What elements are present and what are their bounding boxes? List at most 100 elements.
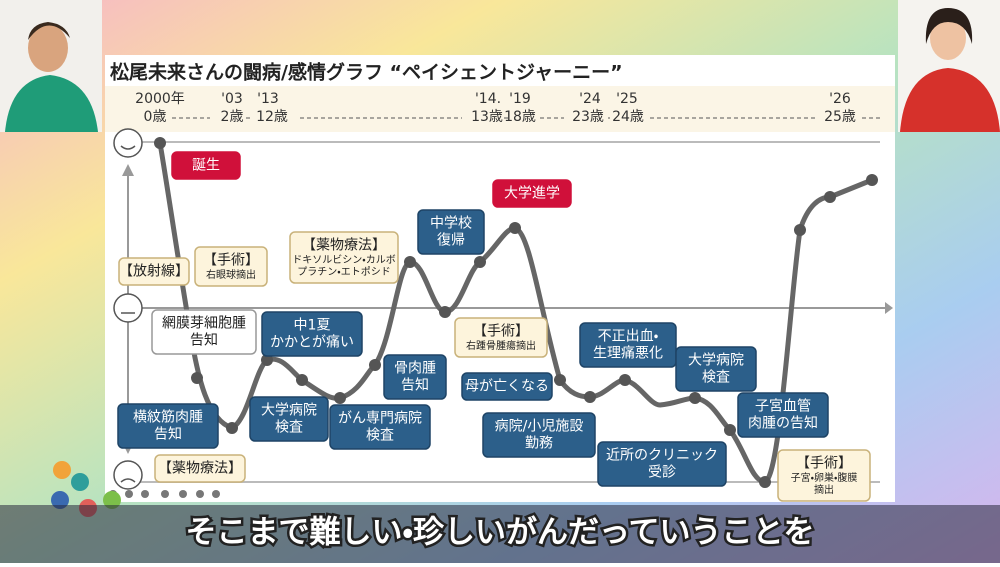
curve-point	[226, 422, 238, 434]
event-text: 勤務	[525, 436, 553, 452]
curve-point	[404, 256, 416, 268]
curve-point	[724, 424, 736, 436]
caption-band	[0, 505, 1000, 563]
event-text: 不正出血・	[598, 329, 659, 345]
curve-point	[334, 392, 346, 404]
event-text: 【手術】	[203, 253, 259, 269]
event-box	[117, 403, 219, 449]
curve-point	[509, 222, 521, 234]
event-text: 中1夏	[294, 318, 331, 334]
curve-point	[554, 374, 566, 386]
age-label: 2歳	[221, 109, 244, 125]
curve-point	[866, 174, 878, 186]
curve-points	[154, 137, 878, 488]
event-text: ドキソルビシン・カルボ	[292, 254, 395, 266]
event-box	[597, 441, 727, 487]
year-label: '26	[829, 91, 851, 107]
event-text: 検査	[702, 370, 730, 386]
event-text: 検査	[366, 428, 394, 444]
age-label: 23歳	[572, 109, 604, 125]
right-speaker	[898, 0, 1000, 132]
event-text: 大学病院	[261, 403, 317, 419]
event-text: 横紋筋肉腫	[133, 409, 203, 426]
year-label: '13	[257, 91, 279, 107]
event-text: がん専門病院	[338, 411, 422, 427]
event-text: 生理痛悪化	[593, 345, 663, 362]
event-box	[171, 151, 241, 180]
event-box	[461, 372, 553, 401]
event-box	[383, 354, 447, 400]
curve-point	[824, 191, 836, 203]
event-text: 復帰	[437, 232, 465, 249]
event-text: 誕生	[192, 158, 220, 174]
event-text: プラチン・エトポシド	[297, 266, 390, 278]
event-box	[154, 454, 246, 483]
age-label: 12歳	[256, 109, 288, 125]
event-text: 告知	[190, 332, 218, 349]
curve-point	[439, 306, 451, 318]
event-box	[249, 396, 329, 442]
curve-point	[584, 391, 596, 403]
event-text: 肉腫の告知	[748, 415, 818, 432]
year-label: '24	[579, 91, 601, 107]
logo-decoration	[51, 461, 121, 517]
event-text: 大学進学	[504, 186, 560, 202]
year-label: '19	[509, 91, 531, 107]
player-controls	[109, 490, 220, 498]
event-box	[675, 346, 757, 392]
curve-point	[369, 359, 381, 371]
event-box	[737, 392, 829, 438]
age-label: 24歳	[612, 109, 644, 125]
event-text: 告知	[154, 426, 182, 443]
left-speaker	[0, 0, 102, 132]
event-box	[329, 404, 431, 450]
event-text: 病院/小児施設	[495, 419, 584, 435]
event-text: かかとが痛い	[270, 334, 354, 351]
event-text: 右踵骨腫瘍摘出	[466, 339, 536, 352]
slide-title: 松尾未来さんの闘病/感情グラフ “ペイシェントジャーニー”	[110, 61, 623, 84]
event-box	[118, 257, 190, 286]
event-text: 子宮血管	[755, 399, 811, 415]
event-text: 【手術】	[796, 456, 852, 472]
age-label: 0歳	[144, 109, 167, 125]
year-label: 2000年	[135, 91, 185, 107]
event-text: 受診	[648, 465, 676, 481]
curve-point	[759, 476, 771, 488]
timeline-band	[105, 86, 895, 132]
curve-point	[689, 392, 701, 404]
event-box	[482, 412, 596, 458]
curve-point	[261, 354, 273, 366]
event-text: 近所のクリニック	[606, 448, 718, 464]
arrow-head	[885, 302, 893, 314]
year-label: '03	[221, 91, 243, 107]
events: 誕生大学進学中学校復帰中1夏かかとが痛い骨肉腫告知大学病院検査がん専門病院検査横…	[117, 151, 871, 502]
event-box	[261, 311, 363, 357]
event-text: 【手術】	[473, 324, 529, 340]
event-box	[492, 179, 572, 208]
event-text: 摘出	[814, 483, 834, 496]
age-label: 18歳	[504, 109, 536, 125]
event-text: 右眼球摘出	[206, 268, 256, 281]
curve-point	[619, 374, 631, 386]
face-icons	[113, 128, 143, 490]
event-text: 大学病院	[688, 353, 744, 369]
year-label: '14.	[475, 91, 501, 107]
event-box	[151, 309, 257, 355]
curve-point	[794, 224, 806, 236]
event-text: 中学校	[430, 216, 472, 232]
curve-point	[154, 137, 166, 149]
event-box	[777, 449, 871, 502]
curve-point	[191, 372, 203, 384]
event-box	[194, 246, 268, 287]
caption: そこまで難しい・珍しいがんだっていうことを	[186, 515, 815, 551]
event-box	[454, 317, 548, 358]
curve-point	[474, 256, 486, 268]
curve-point	[296, 374, 308, 386]
event-text: 検査	[275, 420, 303, 436]
timeline: 2000年 '03 '13 '14. '19 '24 '25 '26 0歳 2歳 12歳 13歳 18歳…	[135, 91, 880, 125]
year-label: '25	[616, 91, 638, 107]
event-box	[417, 209, 485, 255]
age-label: 13歳	[471, 109, 503, 125]
event-box	[579, 322, 677, 368]
event-text: 告知	[401, 377, 429, 394]
